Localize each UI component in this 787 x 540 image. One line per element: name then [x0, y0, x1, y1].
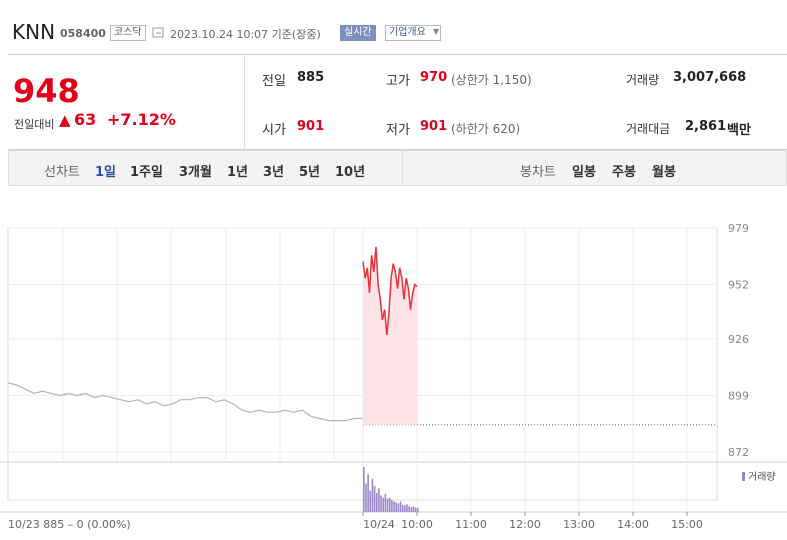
- change-label: 전일대비: [14, 118, 55, 131]
- volume-bar: [373, 485, 376, 512]
- tab-group-label: 선차트: [44, 165, 80, 180]
- stat-label: 전일: [262, 74, 286, 89]
- volume-bar: [382, 497, 385, 512]
- stock-code: 058400: [60, 27, 106, 40]
- volume-bar: [417, 508, 419, 512]
- change-pct: +7.12%: [107, 110, 176, 129]
- realtime-button[interactable]: 실시간: [340, 25, 376, 41]
- volume-bar: [401, 504, 404, 512]
- tab[interactable]: 월봉: [652, 165, 676, 180]
- current-price: 948: [13, 72, 80, 110]
- volume-bar: [363, 467, 365, 512]
- stat-sub: (하한가 620): [451, 122, 521, 136]
- x-tick-label: 10:00: [401, 518, 433, 531]
- stat-value: 885: [297, 70, 325, 85]
- area: [363, 246, 417, 425]
- tab[interactable]: 5년: [299, 165, 321, 180]
- volume-bar: [367, 474, 369, 512]
- line: [362, 246, 418, 335]
- x-tick-label: 14:00: [617, 518, 649, 531]
- volume-bar: [393, 501, 395, 512]
- stock-name: KNN: [12, 20, 56, 44]
- volume-bar: [384, 494, 387, 512]
- x-tick-label: 11:00: [455, 518, 487, 531]
- volume-bar: [369, 490, 372, 512]
- tab[interactable]: 3년: [263, 165, 285, 180]
- y-tick-label: 899: [728, 389, 749, 402]
- volume-bar: [410, 507, 413, 512]
- line: [7, 382, 363, 422]
- overview-button[interactable]: 기업개요: [385, 25, 441, 41]
- y-tick-label: 926: [728, 333, 749, 346]
- previous-day-label: 10/23 885 – 0 (0.00%): [8, 518, 131, 531]
- volume-bar: [378, 488, 380, 512]
- volume-bar: [408, 506, 410, 512]
- x-tick-label: 12:00: [509, 518, 541, 531]
- stat-label: 거래량: [626, 73, 660, 87]
- y-tick-label: 952: [728, 279, 749, 292]
- volume-bar: [386, 498, 389, 512]
- volume-bar: [395, 502, 397, 512]
- volume-bar: [391, 500, 393, 512]
- tab-group-label: 봉차트: [520, 165, 556, 180]
- tab-bar: [8, 150, 787, 186]
- stat-label: 저가: [386, 123, 410, 138]
- stat-label: 고가: [386, 74, 410, 89]
- market-badge: 코스닥: [110, 25, 146, 41]
- divider: [244, 55, 245, 148]
- datetime: 2023.10.24 10:07 기준(장중): [170, 28, 321, 41]
- volume-bar: [397, 503, 400, 512]
- volume-bar: [406, 504, 408, 512]
- x-tick-label: 13:00: [563, 518, 595, 531]
- stat-unit: 백만: [727, 123, 751, 138]
- tab[interactable]: 1주일: [130, 165, 163, 180]
- stat-value: 901: [297, 119, 325, 134]
- divider: [402, 151, 403, 184]
- tab[interactable]: 3개월: [179, 165, 212, 180]
- volume-bar: [412, 506, 415, 512]
- tab[interactable]: 1일: [95, 165, 117, 180]
- stat-label: 거래대금: [626, 122, 671, 136]
- stat-value: 2,861: [685, 119, 727, 134]
- stat-value: 3,007,668: [673, 70, 747, 85]
- change: 63: [74, 110, 97, 129]
- volume-bar: [399, 501, 402, 512]
- stat-label: 시가: [262, 123, 286, 138]
- volume-bar: [371, 478, 374, 512]
- change-arrow: ▲: [59, 111, 71, 129]
- tab[interactable]: 일봉: [572, 165, 596, 180]
- x-tick-label: 15:00: [671, 518, 703, 531]
- clock-icon: [152, 27, 164, 38]
- x-tick-label: 10/24: [363, 518, 395, 531]
- y-tick-label: 872: [728, 446, 749, 459]
- legend-label: 거래량: [748, 471, 776, 483]
- chart: 872 899 926 952 979 10/24 10:00 11:00 12:00 13:00…: [0, 222, 787, 531]
- volume-bar: [365, 483, 367, 512]
- legend-swatch: [742, 472, 745, 481]
- stat-sub: (상한가 1,150): [451, 73, 532, 87]
- stat-value: 970: [420, 70, 448, 85]
- tab[interactable]: 1년: [227, 165, 249, 180]
- tab[interactable]: 10년: [335, 165, 366, 180]
- stats-panel: [8, 54, 787, 150]
- y-tick-label: 979: [728, 222, 749, 235]
- volume-bar: [375, 493, 378, 512]
- volume-bar: [404, 505, 406, 512]
- volume-bar: [414, 507, 417, 512]
- tab[interactable]: 주봉: [612, 165, 636, 180]
- dropdown-arrow: ▼: [433, 27, 440, 36]
- stat-value: 901: [420, 119, 448, 134]
- volume-bar: [380, 495, 382, 512]
- volume-bar: [388, 497, 391, 512]
